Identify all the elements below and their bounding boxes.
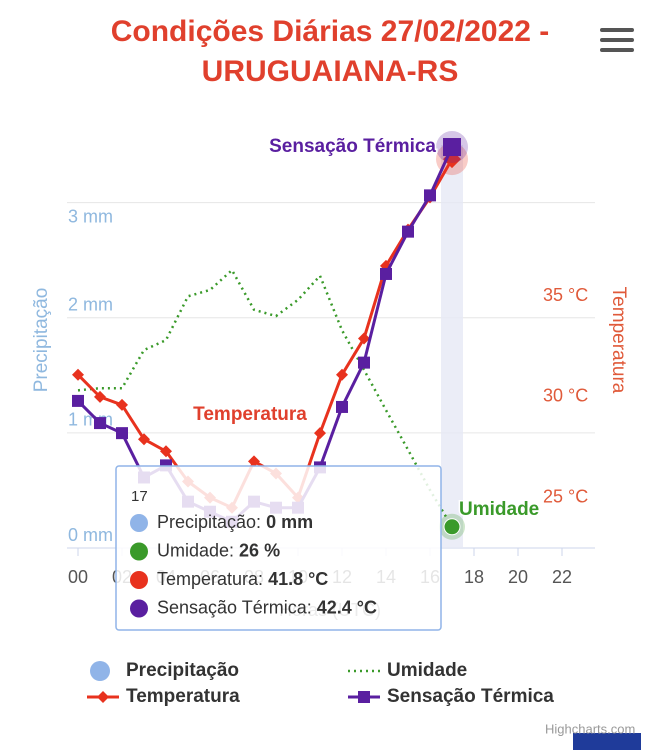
point xyxy=(94,390,106,403)
point xyxy=(358,332,370,345)
y2-tick-label: 30 °C xyxy=(543,386,588,406)
point xyxy=(336,368,348,381)
point xyxy=(116,398,128,411)
tooltip-label: Sensação Térmica: xyxy=(157,597,312,617)
tooltip-row: Sensação Térmica: 42.4 °C xyxy=(157,597,377,617)
tooltip-value: 42.4 °C xyxy=(317,597,377,617)
point xyxy=(72,368,84,381)
point xyxy=(248,455,260,468)
tooltip-value: 0 mm xyxy=(266,512,313,532)
tooltip-header: 17 xyxy=(131,488,148,505)
point xyxy=(424,189,436,202)
y2-tick-label: 35 °C xyxy=(543,285,588,305)
credit: Highcharts.com xyxy=(545,721,635,736)
x-tick-label: 20 xyxy=(508,567,528,587)
legend-label[interactable]: Sensação Térmica xyxy=(387,686,554,707)
legend-symbol xyxy=(358,691,370,703)
legend-symbol xyxy=(97,691,109,703)
menu-icon[interactable] xyxy=(600,28,634,32)
x-tick-label: 22 xyxy=(552,567,572,587)
y2-axis-title: Temperatura xyxy=(608,287,629,394)
tooltip-value: 41.8 °C xyxy=(268,569,328,589)
point xyxy=(380,267,392,280)
point xyxy=(336,400,348,413)
point xyxy=(94,417,106,430)
point xyxy=(116,427,128,440)
tooltip-symbol xyxy=(130,599,148,618)
tooltip-symbol xyxy=(130,571,148,589)
tooltip-label: Temperatura: xyxy=(157,569,263,589)
point xyxy=(138,433,150,446)
corner-bar xyxy=(573,733,641,750)
legend-label[interactable]: Temperatura xyxy=(126,686,240,707)
tooltip-row: Umidade: 26 % xyxy=(157,540,280,560)
legend-label[interactable]: Precipitação xyxy=(126,660,239,681)
y-tick-label: 0 mm xyxy=(68,525,113,545)
y2-tick-label: 25 °C xyxy=(543,486,588,506)
point xyxy=(72,394,84,407)
tooltip-label: Precipitação: xyxy=(157,512,261,532)
tooltip-symbol xyxy=(130,514,148,532)
legend-label[interactable]: Umidade xyxy=(387,660,467,681)
menu-icon[interactable] xyxy=(600,38,634,42)
tooltip-row: Precipitação: 0 mm xyxy=(157,512,313,532)
point xyxy=(443,138,461,157)
chart-title: Condições Diárias 27/02/2022 - URUGUAIAN… xyxy=(110,15,550,88)
series-label: Sensação Térmica xyxy=(269,136,436,157)
tooltip-value: 26 % xyxy=(239,540,280,560)
point xyxy=(443,518,461,536)
hover-band xyxy=(441,145,463,548)
legend-symbol xyxy=(90,661,110,681)
point xyxy=(314,427,326,440)
tooltip-box xyxy=(115,465,442,631)
series-line xyxy=(77,268,454,528)
y-tick-label: 3 mm xyxy=(68,206,113,226)
series-label: Temperatura xyxy=(193,404,307,425)
x-tick-label: 00 xyxy=(68,567,88,587)
tooltip-symbol xyxy=(130,542,148,561)
x-tick-label: 18 xyxy=(464,567,484,587)
tooltip-row: Temperatura: 41.8 °C xyxy=(157,569,328,589)
y-axis-title: Precipitação xyxy=(31,288,52,393)
point xyxy=(160,445,172,458)
menu-icon[interactable] xyxy=(600,48,634,52)
point xyxy=(402,225,414,238)
tooltip-label: Umidade: xyxy=(157,540,234,560)
point xyxy=(358,356,370,369)
y-tick-label: 2 mm xyxy=(68,294,113,314)
series-label: Umidade xyxy=(459,499,539,520)
